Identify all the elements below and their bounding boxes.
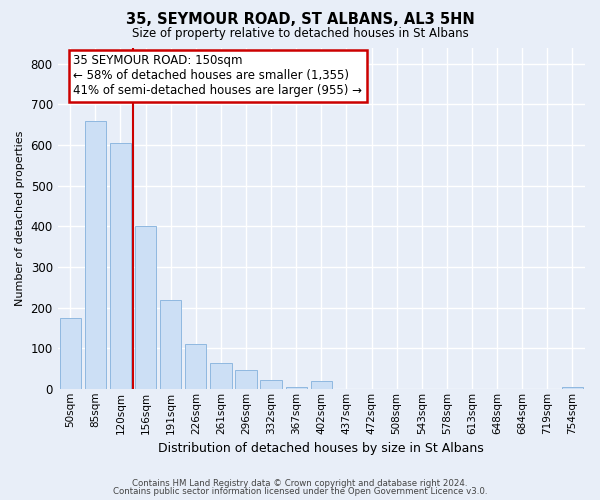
Bar — [135, 226, 156, 389]
Bar — [59, 318, 81, 389]
Text: 35, SEYMOUR ROAD, ST ALBANS, AL3 5HN: 35, SEYMOUR ROAD, ST ALBANS, AL3 5HN — [125, 12, 475, 28]
Text: Contains public sector information licensed under the Open Government Licence v3: Contains public sector information licen… — [113, 487, 487, 496]
Text: Contains HM Land Registry data © Crown copyright and database right 2024.: Contains HM Land Registry data © Crown c… — [132, 478, 468, 488]
Bar — [562, 386, 583, 389]
Bar — [210, 363, 232, 389]
Text: 35 SEYMOUR ROAD: 150sqm
← 58% of detached houses are smaller (1,355)
41% of semi: 35 SEYMOUR ROAD: 150sqm ← 58% of detache… — [73, 54, 362, 98]
Bar — [311, 382, 332, 389]
X-axis label: Distribution of detached houses by size in St Albans: Distribution of detached houses by size … — [158, 442, 484, 455]
Bar — [286, 386, 307, 389]
Text: Size of property relative to detached houses in St Albans: Size of property relative to detached ho… — [131, 28, 469, 40]
Bar — [85, 120, 106, 389]
Bar — [160, 300, 181, 389]
Bar — [260, 380, 282, 389]
Y-axis label: Number of detached properties: Number of detached properties — [15, 130, 25, 306]
Bar — [110, 143, 131, 389]
Bar — [235, 370, 257, 389]
Bar — [185, 344, 206, 389]
